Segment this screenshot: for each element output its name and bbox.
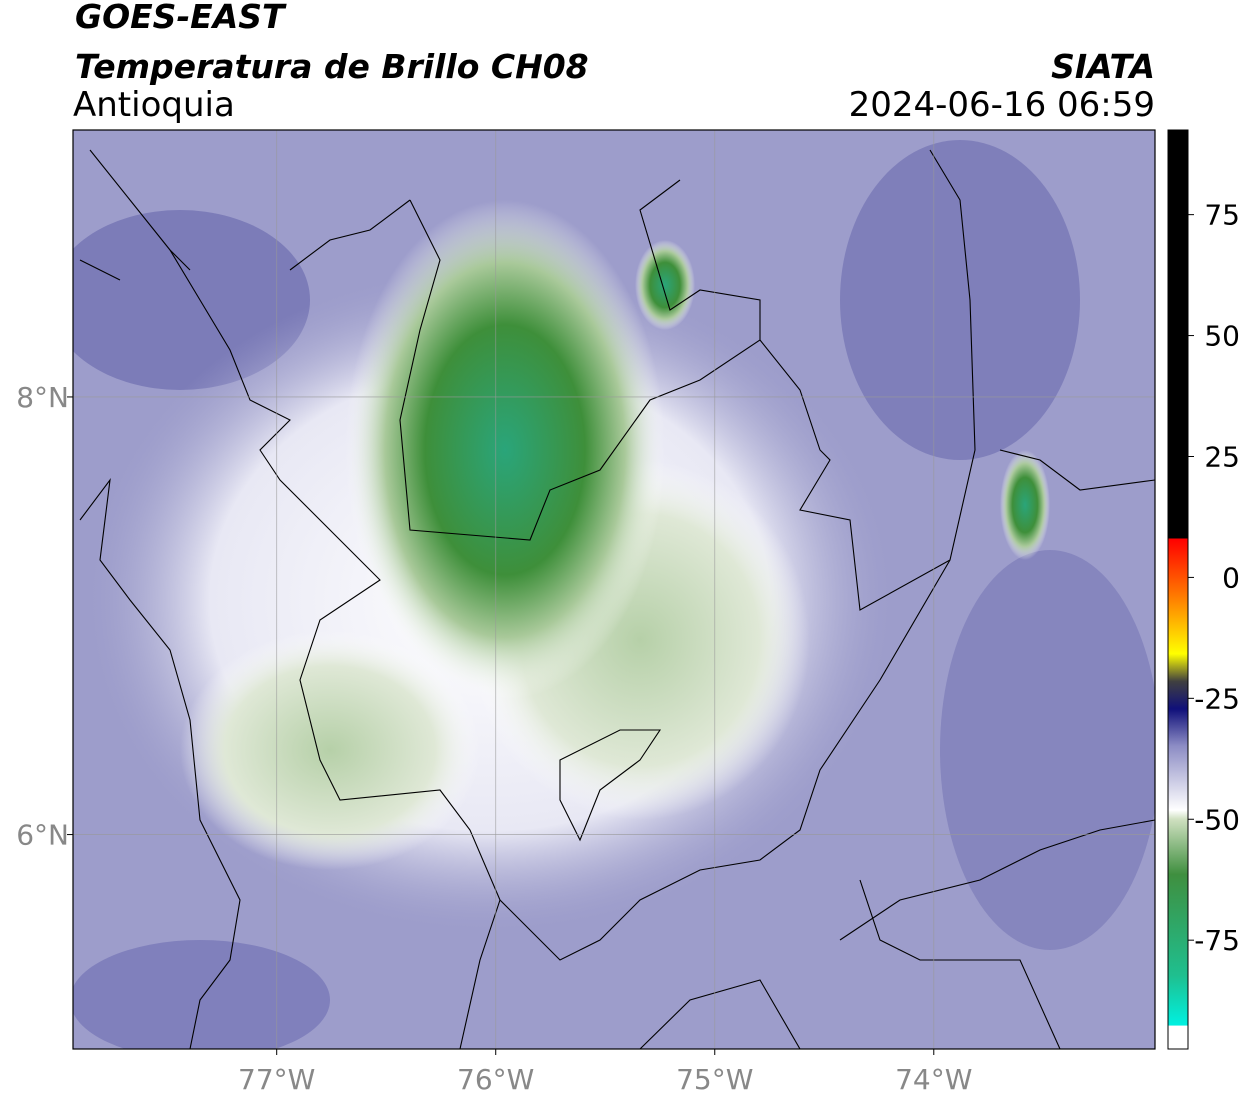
map-field — [73, 130, 1155, 1049]
border — [399, 179, 761, 541]
colorbar-tick-label: -50 — [1194, 803, 1240, 836]
border — [89, 149, 951, 961]
subtitle: Temperatura de Brillo CH08 — [75, 47, 589, 86]
title: GOES-EAST — [75, 0, 287, 36]
y-tick-label: 8°N — [16, 381, 69, 414]
convective-cloud — [1000, 450, 1050, 560]
x-tick-label: 77°W — [238, 1063, 315, 1096]
x-tick-label: 75°W — [676, 1063, 753, 1096]
border — [559, 729, 662, 842]
cold-field — [940, 550, 1155, 950]
border — [79, 478, 241, 1049]
colorbar-tick-label: 75 — [1204, 199, 1240, 232]
border — [459, 819, 1155, 1049]
x-tick-label: 74°W — [895, 1063, 972, 1096]
border — [759, 149, 976, 611]
convective-cloud — [345, 200, 665, 700]
x-tick-label: 76°W — [457, 1063, 534, 1096]
colorbar-tick-label: 50 — [1204, 320, 1240, 353]
cold-field — [840, 140, 1080, 460]
cold-field — [73, 940, 330, 1049]
y-tick-label: 6°N — [16, 819, 69, 852]
convective-cloud — [635, 240, 695, 330]
region: Antioquia — [73, 85, 235, 125]
colorbar-tick-label: -75 — [1194, 924, 1240, 957]
gridlines — [73, 130, 1155, 1049]
colorbar — [1167, 129, 1189, 1050]
border — [79, 199, 1155, 491]
map-frame — [72, 129, 1156, 1050]
datetime: 2024-06-16 06:59 — [849, 85, 1155, 125]
colorbar-tick-label: 25 — [1204, 440, 1240, 473]
colorbar-tick-label: 0 — [1222, 561, 1240, 594]
colorbar-tick-label: -25 — [1194, 682, 1240, 715]
source: SIATA — [1051, 47, 1155, 86]
cloud — [180, 630, 480, 870]
